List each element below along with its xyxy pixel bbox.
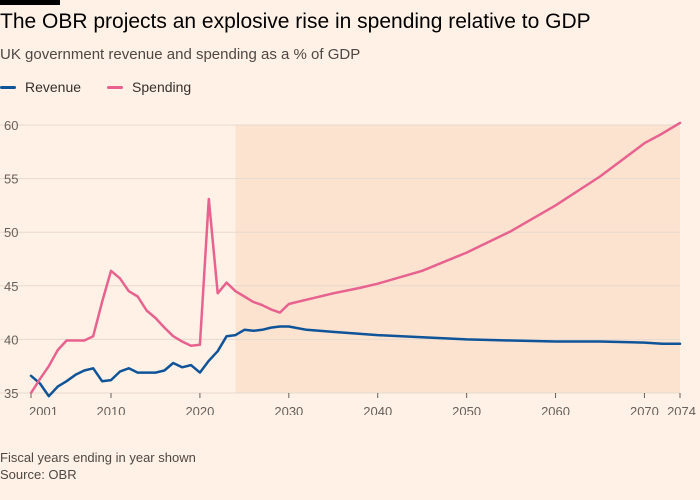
y-tick-label: 40 <box>4 332 18 347</box>
x-tick-label: 2070 <box>630 404 659 415</box>
chart-footnote: Fiscal years ending in year shown Source… <box>0 449 196 483</box>
legend-item-revenue: Revenue <box>0 79 81 95</box>
chart-legend: Revenue Spending <box>0 79 217 95</box>
legend-label-revenue: Revenue <box>25 79 82 95</box>
x-tick-label: 2030 <box>274 404 303 415</box>
y-tick-label: 45 <box>4 279 18 294</box>
line-chart: 35 40 45 50 55 60 2001 2010 2020 2030 2040 2050 2060… <box>0 118 696 415</box>
footnote-text: Fiscal years ending in year shown <box>0 450 196 465</box>
x-tick-label: 2074 <box>667 404 696 415</box>
series-line-spending <box>29 121 682 395</box>
chart-title: The OBR projects an explosive rise in sp… <box>0 10 591 33</box>
series-line-revenue <box>29 325 682 398</box>
x-tick-label: 2001 <box>29 404 58 415</box>
legend-label-spending: Spending <box>132 79 192 95</box>
projection-area <box>235 125 681 393</box>
chart-subtitle: UK government revenue and spending as a … <box>0 46 361 63</box>
x-tick-label: 2020 <box>185 404 214 415</box>
brand-top-bar <box>0 0 60 5</box>
legend-swatch-revenue <box>0 85 16 89</box>
x-tick-label: 2040 <box>363 404 392 415</box>
source-text: Source: OBR <box>0 467 77 482</box>
legend-swatch-spending <box>107 85 124 89</box>
legend-item-spending: Spending <box>107 79 191 95</box>
x-tick-label: 2050 <box>452 404 481 415</box>
y-tick-label: 35 <box>4 386 18 401</box>
x-tick-label: 2010 <box>97 404 126 415</box>
x-tick-label: 2060 <box>541 404 570 415</box>
y-tick-label: 55 <box>4 172 18 187</box>
y-tick-label: 50 <box>4 225 18 240</box>
y-tick-label: 60 <box>4 118 18 133</box>
